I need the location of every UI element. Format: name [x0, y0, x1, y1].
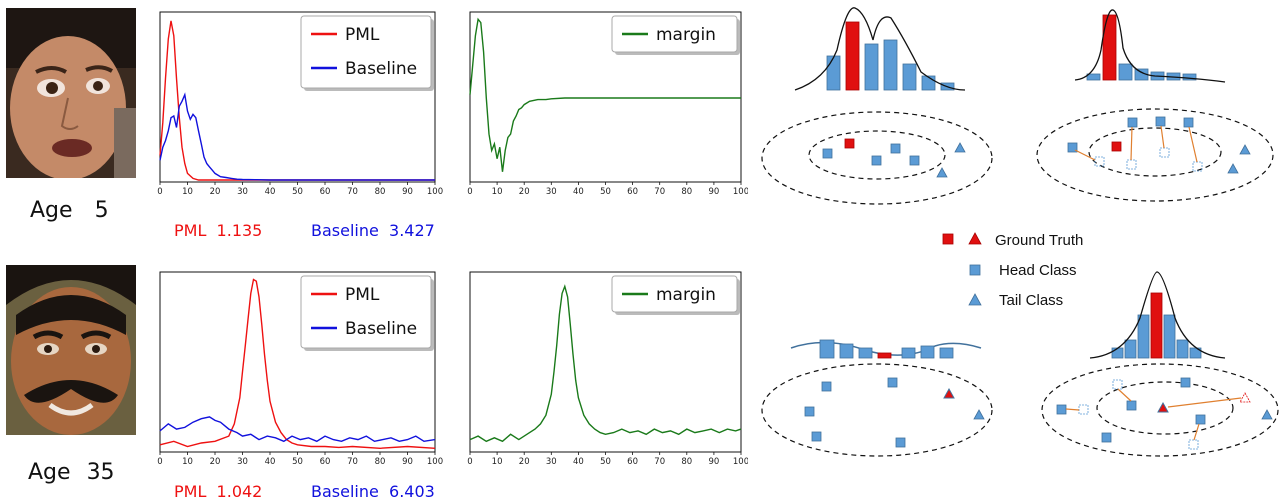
margin-chart-age-5: 0 10 20 30 40 50 60 70 80 90 100 margin	[467, 11, 748, 197]
x-tick-label: 70	[654, 187, 665, 197]
x-tick-label: 80	[681, 457, 692, 467]
x-tick-label: 90	[402, 187, 413, 197]
diagram-panel-3	[761, 339, 993, 457]
x-tick-label: 30	[546, 457, 557, 467]
x-tick-label: 30	[237, 187, 248, 197]
x-tick-label: 80	[375, 187, 386, 197]
x-tick-label: 90	[708, 187, 719, 197]
baseline-score-row1: Baseline 3.427	[311, 221, 435, 240]
x-tick-label: 20	[210, 187, 221, 197]
baseline-score-row2: Baseline 6.403	[311, 482, 435, 501]
x-tick-label: 60	[320, 187, 331, 197]
legend-label: margin	[656, 285, 716, 305]
distribution-chart-age-35: 0 10 20 30 40 50 60 70 80 90 100 PML Baseline	[157, 271, 443, 467]
x-tick-label: 40	[573, 457, 584, 467]
x-tick-label: 40	[265, 187, 276, 197]
long-tail-diagram: Ground Truth Head Class Tail Class	[761, 7, 1279, 457]
x-tick-label: 90	[708, 457, 719, 467]
x-tick-label: 0	[467, 187, 472, 197]
x-tick-label: 80	[681, 187, 692, 197]
x-tick-label: 10	[492, 457, 503, 467]
series-line-baseline	[159, 92, 435, 181]
legend-head-class: Head Class	[999, 262, 1077, 279]
legend-label: margin	[656, 25, 716, 45]
head-square-icon	[969, 264, 981, 276]
series-line-pml	[159, 278, 436, 450]
diagram-panel-1	[761, 7, 993, 205]
x-tick-label: 100	[427, 457, 443, 467]
legend-label: Baseline	[345, 319, 417, 339]
series-line-margin	[469, 17, 741, 172]
x-tick-label: 100	[733, 457, 748, 467]
diagram-panel-4	[1041, 271, 1279, 457]
gt-triangle-icon	[968, 232, 982, 245]
x-tick-label: 50	[292, 457, 303, 467]
x-tick-label: 60	[320, 457, 331, 467]
distribution-chart-age-5: 0 10 20 30 40 50 60 70 80 90 100 PML Baseline	[157, 11, 443, 197]
x-tick-label: 50	[600, 187, 611, 197]
x-tick-label: 100	[427, 187, 443, 197]
x-tick-label: 100	[733, 187, 748, 197]
x-tick-label: 90	[402, 457, 413, 467]
x-tick-label: 60	[627, 187, 638, 197]
tail-triangle-icon	[968, 293, 982, 306]
x-tick-label: 40	[265, 457, 276, 467]
x-tick-label: 10	[182, 457, 193, 467]
legend-label: Baseline	[345, 59, 417, 79]
x-tick-label: 50	[292, 187, 303, 197]
x-tick-label: 60	[627, 457, 638, 467]
legend-label: PML	[345, 285, 380, 305]
legend-ground-truth: Ground Truth	[995, 232, 1083, 249]
series-line-baseline	[159, 416, 436, 443]
x-tick-label: 20	[210, 457, 221, 467]
legend-label: PML	[345, 25, 380, 45]
x-tick-label: 40	[573, 187, 584, 197]
face-photo-age-35	[6, 265, 136, 435]
x-tick-label: 0	[467, 457, 472, 467]
pml-score-row2: PML 1.042	[174, 482, 263, 501]
age-label-row1: Age 5	[30, 198, 109, 223]
x-tick-label: 50	[600, 457, 611, 467]
x-tick-label: 80	[375, 457, 386, 467]
pml-score-row1: PML 1.135	[174, 221, 263, 240]
x-tick-label: 70	[654, 457, 665, 467]
legend-tail-class: Tail Class	[999, 292, 1063, 309]
margin-chart-age-35: 0 10 20 30 40 50 60 70 80 90 100 margin	[467, 271, 748, 467]
x-tick-label: 30	[237, 457, 248, 467]
diagram-legend: Ground Truth Head Class Tail Class	[942, 232, 1083, 309]
x-tick-label: 0	[157, 457, 162, 467]
x-tick-label: 30	[546, 187, 557, 197]
diagram-panel-2	[1036, 9, 1274, 202]
legend-box	[611, 275, 738, 313]
x-tick-label: 10	[182, 187, 193, 197]
x-tick-label: 20	[519, 187, 530, 197]
gt-square-icon	[942, 233, 954, 245]
face-photo-age-5	[6, 8, 136, 178]
x-tick-label: 0	[157, 187, 162, 197]
x-tick-label: 10	[492, 187, 503, 197]
age-label-row2: Age 35	[28, 460, 115, 485]
x-tick-label: 70	[347, 457, 358, 467]
legend-box	[611, 15, 738, 53]
x-tick-label: 70	[347, 187, 358, 197]
x-tick-label: 20	[519, 457, 530, 467]
series-line-pml	[159, 20, 435, 181]
series-line-margin	[469, 284, 742, 443]
